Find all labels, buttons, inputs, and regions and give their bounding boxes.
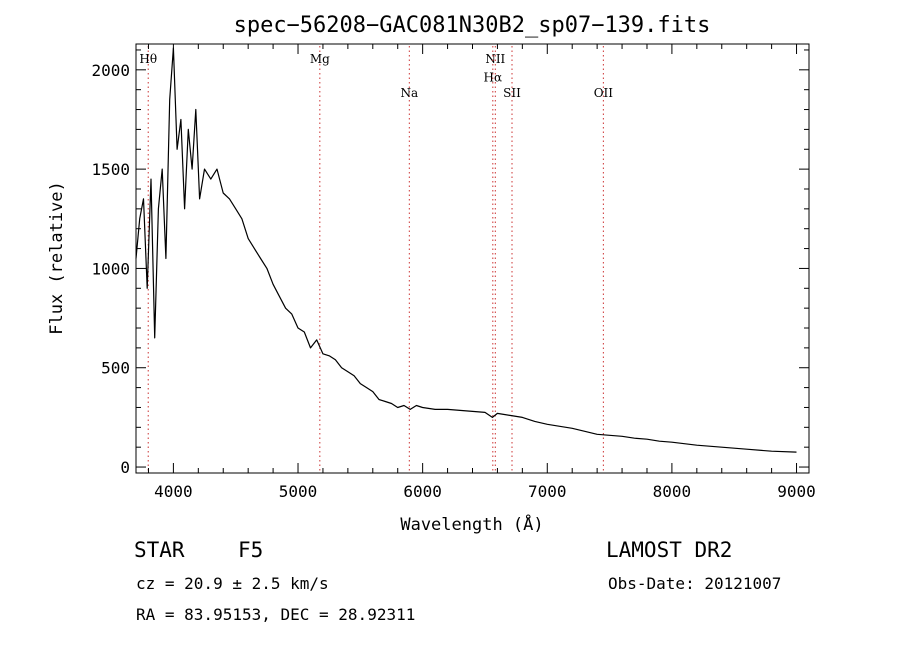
ra-dec-coordinates: RA = 83.95153, DEC = 28.92311 <box>136 605 416 624</box>
spectral-subclass: F5 <box>238 538 264 562</box>
y-tick-label: 2000 <box>91 61 130 80</box>
spectral-line-label: Mg <box>310 52 330 66</box>
y-tick-label: 500 <box>101 359 130 378</box>
x-axis-label: Wavelength (Å) <box>400 513 543 535</box>
spectral-line-label: Hθ <box>139 52 157 66</box>
object-type: STAR <box>134 538 185 562</box>
plot-frame <box>135 43 810 474</box>
redshift-cz: cz = 20.9 ± 2.5 km/s <box>136 574 329 593</box>
spectral-line-label: OII <box>594 86 614 100</box>
x-tick-label: 4000 <box>154 482 193 501</box>
y-tick-label: 1500 <box>91 160 130 179</box>
y-tick-label: 0 <box>120 458 130 477</box>
x-tick-label: 9000 <box>777 482 816 501</box>
x-tick-label: 5000 <box>279 482 318 501</box>
spectrum-series <box>135 47 797 453</box>
spectral-line-label: Hα <box>484 71 503 85</box>
survey-name: LAMOST DR2 <box>606 538 733 562</box>
observation-date: Obs-Date: 20121007 <box>608 574 782 593</box>
x-tick-label: 7000 <box>528 482 567 501</box>
chart-title: spec−56208−GAC081N30B2_sp07−139.fits <box>234 13 711 38</box>
axes: 4000 5000 6000 7000 8000 9000 0 500 1000 1500 2000 <box>91 43 816 501</box>
y-axis-label: Flux (relative) <box>47 181 67 335</box>
y-tick-label: 1000 <box>91 259 130 278</box>
spectral-line-label: Na <box>400 86 418 100</box>
x-tick-label: 6000 <box>403 482 442 501</box>
spectrum-line <box>135 47 797 453</box>
x-tick-label: 8000 <box>653 482 692 501</box>
spectral-line-label: SII <box>503 86 521 100</box>
spectral-line-label: NII <box>485 52 505 66</box>
